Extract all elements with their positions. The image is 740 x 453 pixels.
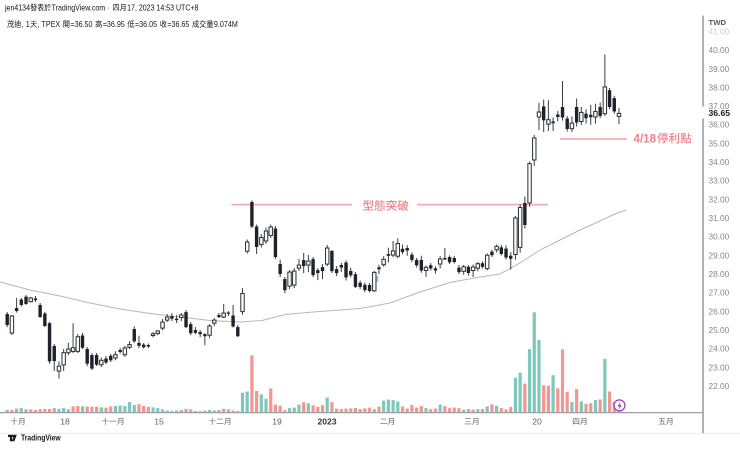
svg-text:36.65: 36.65 [709,108,731,118]
svg-text:=36.50: =36.50 [70,20,92,30]
svg-text:25.00: 25.00 [709,325,730,335]
svg-text:29.00: 29.00 [709,250,730,260]
svg-text:39.00: 39.00 [709,64,730,74]
svg-text:23.00: 23.00 [709,362,730,372]
svg-text:31.00: 31.00 [709,213,730,223]
svg-text:=36.95: =36.95 [103,20,125,30]
svg-text:2023: 2023 [317,417,336,427]
svg-text:TradingView: TradingView [21,433,61,443]
svg-text:17, 2023 14:53 UTC+8: 17, 2023 14:53 UTC+8 [127,3,198,13]
svg-text:27.00: 27.00 [709,288,730,298]
svg-text:, TPEX: , TPEX [38,20,61,30]
svg-text:30.00: 30.00 [709,232,730,242]
svg-text:=36.65: =36.65 [167,20,189,30]
svg-text:37.00: 37.00 [709,101,730,111]
svg-text:32.00: 32.00 [709,194,730,204]
svg-text:18: 18 [60,417,70,427]
svg-text:, 1: , 1 [22,20,30,30]
svg-text:24.00: 24.00 [709,344,730,354]
svg-text:41.00: 41.00 [709,26,730,36]
svg-text:26.00: 26.00 [709,306,730,316]
svg-text:28.00: 28.00 [709,269,730,279]
svg-text:34.00: 34.00 [709,157,730,167]
svg-text:jen4134: jen4134 [4,3,30,13]
svg-text:TWD: TWD [709,18,727,27]
svg-text:20: 20 [532,417,542,427]
svg-text:36.00: 36.00 [709,120,730,130]
svg-text:4/18: 4/18 [634,132,657,145]
svg-text:=36.05: =36.05 [135,20,157,30]
svg-text:35.00: 35.00 [709,138,730,148]
svg-text:TradingView.com ·: TradingView.com · [52,3,110,13]
svg-text:33.00: 33.00 [709,176,730,186]
svg-text:40.00: 40.00 [709,45,730,55]
svg-text:38.00: 38.00 [709,82,730,92]
svg-text:15: 15 [154,417,164,427]
svg-text:19: 19 [272,417,282,427]
svg-text:22.00: 22.00 [709,381,730,391]
svg-text:9.074M: 9.074M [214,20,238,30]
